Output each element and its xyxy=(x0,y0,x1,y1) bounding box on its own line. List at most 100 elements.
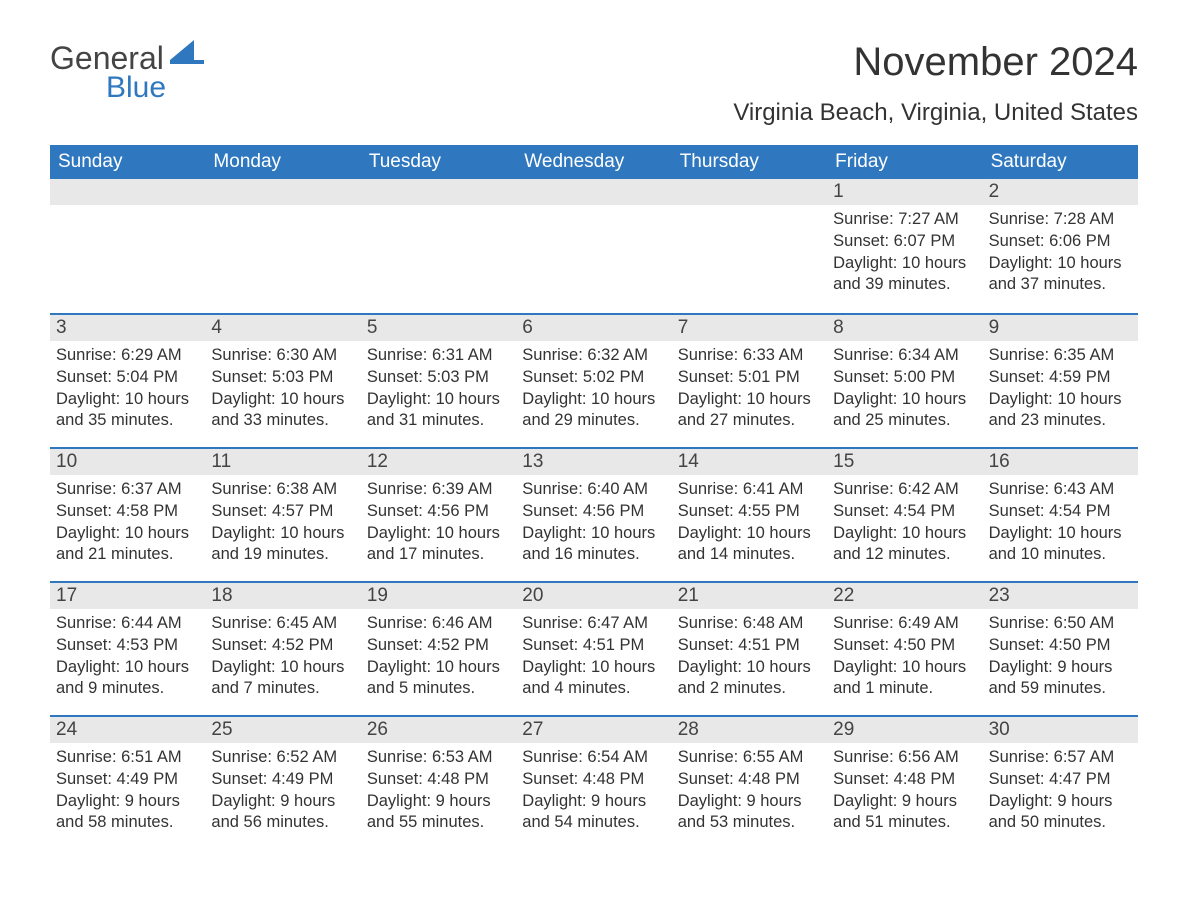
daylight-text: Daylight: 10 hours and 5 minutes. xyxy=(367,657,510,701)
day-cell: 29Sunrise: 6:56 AMSunset: 4:48 PMDayligh… xyxy=(827,717,982,849)
day-number: 2 xyxy=(983,179,1138,205)
day-number: 22 xyxy=(827,583,982,609)
weekday-header-cell: Thursday xyxy=(672,145,827,179)
week-row: 17 Sunrise: 6:44 AMSunset: 4:53 PM Dayligh… xyxy=(50,581,1138,715)
month-title: November 2024 xyxy=(733,40,1138,85)
daylight-text: Daylight: 9 hours and 55 minutes. xyxy=(367,791,510,835)
sunset-text: Sunset: 4:58 PM xyxy=(56,501,199,523)
day-details: Sunrise: 6:40 AMSunset: 4:56 PMDaylight:… xyxy=(516,475,671,576)
sunset-text: Sunset: 4:50 PM xyxy=(833,635,976,657)
day-details: Sunrise: 6:38 AMSunset: 4:57 PMDaylight:… xyxy=(205,475,360,576)
day-details: Sunrise: 6:57 AMSunset: 4:47 PMDaylight:… xyxy=(983,743,1138,844)
daylight-text: Daylight: 10 hours and 37 minutes. xyxy=(989,253,1132,297)
daylight-text: Daylight: 10 hours and 31 minutes. xyxy=(367,389,510,433)
sunrise-text: Sunrise: 6:39 AM xyxy=(367,479,510,501)
weeks-container: 1Sunrise: 7:27 AMSunset: 6:07 PMDaylight… xyxy=(50,179,1138,849)
day-details: Sunrise: 6:42 AMSunset: 4:54 PMDaylight:… xyxy=(827,475,982,576)
sunset-text: Sunset: 4:53 PM xyxy=(56,635,199,657)
sunset-text: Sunset: 4:49 PM xyxy=(211,769,354,791)
day-details: Sunrise: 6:39 AMSunset: 4:56 PMDaylight:… xyxy=(361,475,516,576)
day-number xyxy=(205,179,360,205)
daylight-text: Daylight: 9 hours and 53 minutes. xyxy=(678,791,821,835)
daylight-text: Daylight: 9 hours and 58 minutes. xyxy=(56,791,199,835)
week-row: 3Sunrise: 6:29 AMSunset: 5:04 PMDaylight… xyxy=(50,313,1138,447)
daylight-text: Daylight: 10 hours and 4 minutes. xyxy=(522,657,665,701)
day-details: Sunrise: 6:53 AMSunset: 4:48 PMDaylight:… xyxy=(361,743,516,844)
sunrise-text: Sunrise: 6:40 AM xyxy=(522,479,665,501)
day-details: Sunrise: 6:46 AMSunset: 4:52 PMDaylight:… xyxy=(361,609,516,710)
header-row: General Blue November 2024 Virginia Beac… xyxy=(50,40,1138,137)
sunset-text: Sunset: 4:59 PM xyxy=(989,367,1132,389)
day-number: 29 xyxy=(827,717,982,743)
daylight-text: Daylight: 9 hours and 51 minutes. xyxy=(833,791,976,835)
sunrise-text: Sunrise: 6:30 AM xyxy=(211,345,354,367)
sunrise-text: Sunrise: 6:49 AM xyxy=(833,613,976,635)
day-number xyxy=(50,179,205,205)
sunrise-text: Sunrise: 6:47 AM xyxy=(522,613,665,635)
day-details: Sunrise: 6:30 AMSunset: 5:03 PMDaylight:… xyxy=(205,341,360,442)
day-details: Sunrise: 6:51 AMSunset: 4:49 PMDaylight:… xyxy=(50,743,205,844)
day-details: Sunrise: 6:31 AMSunset: 5:03 PMDaylight:… xyxy=(361,341,516,442)
day-details: Sunrise: 6:47 AMSunset: 4:51 PMDaylight:… xyxy=(516,609,671,710)
daylight-text: Daylight: 10 hours and 39 minutes. xyxy=(833,253,976,297)
sunrise-text: Sunrise: 6:51 AM xyxy=(56,747,199,769)
sunrise-text: Sunrise: 6:53 AM xyxy=(367,747,510,769)
daylight-text: Daylight: 10 hours and 7 minutes. xyxy=(211,657,354,701)
sunrise-text: Sunrise: 6:42 AM xyxy=(833,479,976,501)
daylight-text: Daylight: 10 hours and 25 minutes. xyxy=(833,389,976,433)
day-number: 5 xyxy=(361,315,516,341)
day-number: 16 xyxy=(983,449,1138,475)
sunrise-text: Sunrise: 6:52 AM xyxy=(211,747,354,769)
day-cell: 23Sunrise: 6:50 AMSunset: 4:50 PMDayligh… xyxy=(983,583,1138,715)
sunrise-text: Sunrise: 6:29 AM xyxy=(56,345,199,367)
day-details: Sunrise: 6:55 AMSunset: 4:48 PMDaylight:… xyxy=(672,743,827,844)
sunrise-text: Sunrise: 6:50 AM xyxy=(989,613,1132,635)
sunset-text: Sunset: 4:51 PM xyxy=(522,635,665,657)
day-cell: 20Sunrise: 6:47 AMSunset: 4:51 PMDayligh… xyxy=(516,583,671,715)
day-number: 3 xyxy=(50,315,205,341)
day-number: 27 xyxy=(516,717,671,743)
day-cell: 3Sunrise: 6:29 AMSunset: 5:04 PMDaylight… xyxy=(50,315,205,447)
day-cell: 8Sunrise: 6:34 AMSunset: 5:00 PMDaylight… xyxy=(827,315,982,447)
sunset-text: Sunset: 4:55 PM xyxy=(678,501,821,523)
day-cell: 25Sunrise: 6:52 AMSunset: 4:49 PMDayligh… xyxy=(205,717,360,849)
day-cell: 5Sunrise: 6:31 AMSunset: 5:03 PMDaylight… xyxy=(361,315,516,447)
day-details: Sunrise: 6:33 AMSunset: 5:01 PMDaylight:… xyxy=(672,341,827,442)
day-number: 26 xyxy=(361,717,516,743)
day-number: 6 xyxy=(516,315,671,341)
day-cell: 4Sunrise: 6:30 AMSunset: 5:03 PMDaylight… xyxy=(205,315,360,447)
day-cell: 14Sunrise: 6:41 AMSunset: 4:55 PMDayligh… xyxy=(672,449,827,581)
sunset-text: Sunset: 4:51 PM xyxy=(678,635,821,657)
daylight-text: Daylight: 10 hours and 29 minutes. xyxy=(522,389,665,433)
day-cell: 13Sunrise: 6:40 AMSunset: 4:56 PMDayligh… xyxy=(516,449,671,581)
sunrise-text: Sunrise: 6:34 AM xyxy=(833,345,976,367)
sunset-text: Sunset: 6:06 PM xyxy=(989,231,1132,253)
day-details: Sunrise: 6:34 AMSunset: 5:00 PMDaylight:… xyxy=(827,341,982,442)
day-number: 25 xyxy=(205,717,360,743)
daylight-text: Daylight: 9 hours and 56 minutes. xyxy=(211,791,354,835)
sunset-text: Sunset: 4:49 PM xyxy=(56,769,199,791)
week-row: 1Sunrise: 7:27 AMSunset: 6:07 PMDaylight… xyxy=(50,179,1138,313)
day-cell: 12Sunrise: 6:39 AMSunset: 4:56 PMDayligh… xyxy=(361,449,516,581)
day-number: 4 xyxy=(205,315,360,341)
day-details: Sunrise: 6:52 AMSunset: 4:49 PMDaylight:… xyxy=(205,743,360,844)
sunset-text: Sunset: 4:50 PM xyxy=(989,635,1132,657)
sunset-text: Sunset: 4:48 PM xyxy=(522,769,665,791)
daylight-text: Daylight: 9 hours and 54 minutes. xyxy=(522,791,665,835)
day-cell: 2Sunrise: 7:28 AMSunset: 6:06 PMDaylight… xyxy=(983,179,1138,313)
brand-logo: General Blue xyxy=(50,40,206,105)
sunset-text: Sunset: 5:03 PM xyxy=(367,367,510,389)
sunset-text: Sunset: 4:48 PM xyxy=(678,769,821,791)
location-subtitle: Virginia Beach, Virginia, United States xyxy=(733,99,1138,127)
daylight-text: Daylight: 10 hours and 2 minutes. xyxy=(678,657,821,701)
day-cell: 18Sunrise: 6:45 AMSunset: 4:52 PMDayligh… xyxy=(205,583,360,715)
sunrise-text: Sunrise: 6:44 AM xyxy=(56,613,199,635)
day-number xyxy=(672,179,827,205)
day-details: Sunrise: 6:56 AMSunset: 4:48 PMDaylight:… xyxy=(827,743,982,844)
day-number: 12 xyxy=(361,449,516,475)
day-cell: 19Sunrise: 6:46 AMSunset: 4:52 PMDayligh… xyxy=(361,583,516,715)
day-number: 17 xyxy=(50,583,205,609)
sunrise-text: Sunrise: 6:54 AM xyxy=(522,747,665,769)
sunrise-text: Sunrise: 6:37 AM xyxy=(56,479,199,501)
daylight-text: Daylight: 10 hours and 17 minutes. xyxy=(367,523,510,567)
